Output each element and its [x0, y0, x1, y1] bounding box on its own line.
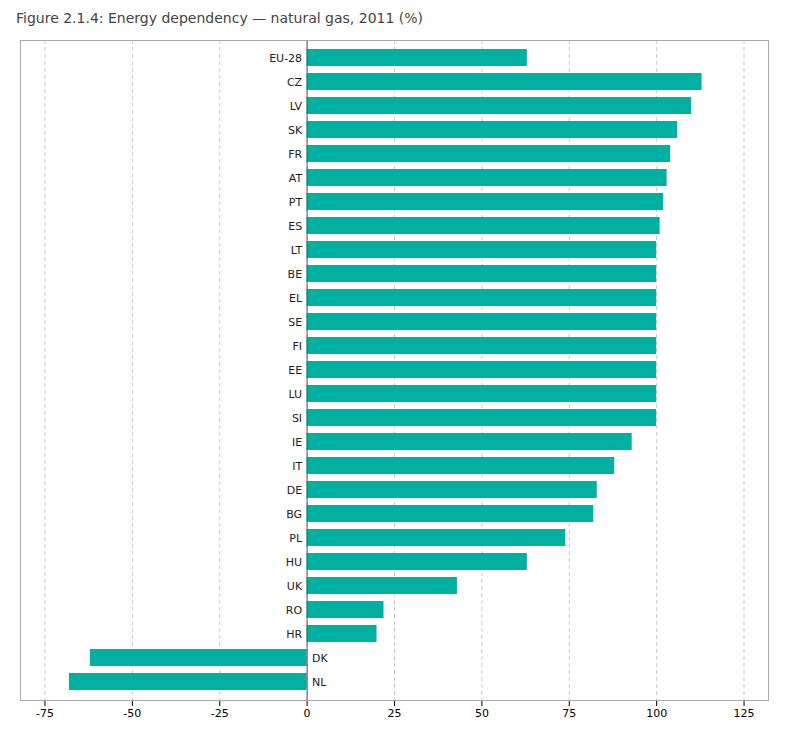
svg-text:100: 100: [646, 707, 667, 720]
svg-text:PL: PL: [289, 532, 303, 545]
svg-text:EE: EE: [288, 364, 302, 377]
svg-text:LT: LT: [291, 244, 303, 257]
html-text:Figure 2.1.4: Energy dependenc: Figure 2.1.4: Energy dependency — natura…: [16, 10, 423, 26]
svg-text:SI: SI: [292, 412, 302, 425]
svg-text:PT: PT: [289, 196, 303, 209]
svg-text:NL: NL: [312, 676, 327, 689]
svg-text:EU-28: EU-28: [269, 52, 302, 65]
svg-text:BG: BG: [286, 508, 302, 521]
svg-text:LV: LV: [290, 100, 303, 113]
svg-text:CZ: CZ: [287, 76, 303, 89]
svg-text:SK: SK: [288, 124, 303, 137]
svg-text:IE: IE: [292, 436, 302, 449]
svg-text:RO: RO: [286, 604, 303, 617]
svg-text:IT: IT: [292, 460, 302, 473]
svg-text:AT: AT: [289, 172, 303, 185]
svg-text:BE: BE: [288, 268, 303, 281]
svg-text:HR: HR: [286, 628, 302, 641]
svg-text:25: 25: [388, 707, 402, 720]
svg-text:SE: SE: [288, 316, 302, 329]
svg-text:-25: -25: [211, 707, 229, 720]
svg-text:FI: FI: [293, 340, 303, 353]
svg-text:-50: -50: [123, 707, 141, 720]
svg-text:125: 125: [734, 707, 755, 720]
svg-text:EL: EL: [289, 292, 303, 305]
svg-text:75: 75: [562, 707, 576, 720]
svg-text:-75: -75: [36, 707, 54, 720]
svg-text:FR: FR: [288, 148, 302, 161]
svg-text:DK: DK: [312, 652, 328, 665]
svg-text:UK: UK: [287, 580, 303, 593]
svg-text:ES: ES: [288, 220, 302, 233]
svg-text:0: 0: [304, 707, 311, 720]
svg-text:DE: DE: [287, 484, 302, 497]
svg-text:50: 50: [475, 707, 489, 720]
svg-text:LU: LU: [288, 388, 302, 401]
svg-text:HU: HU: [286, 556, 302, 569]
